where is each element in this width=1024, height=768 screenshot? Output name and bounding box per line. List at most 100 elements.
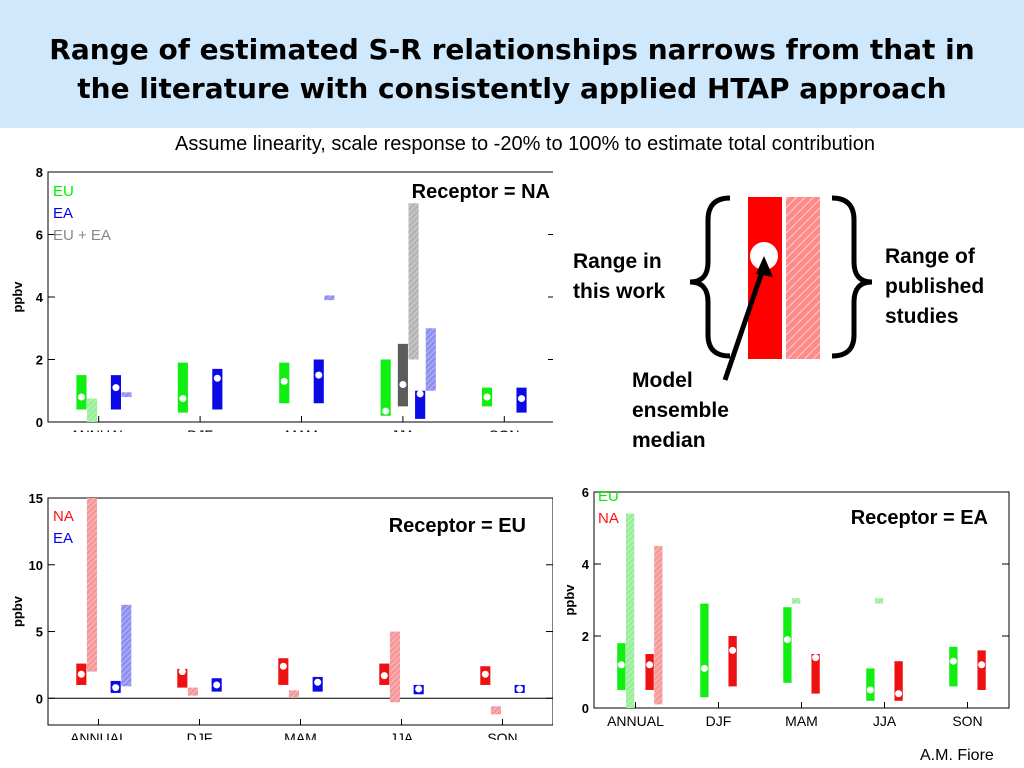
median-point	[399, 381, 407, 388]
x-tick-label: DJF	[187, 730, 213, 740]
model-ensemble-median-label: Model ensemble median	[632, 369, 729, 452]
this-work-range-bar	[278, 658, 289, 685]
x-tick-label: SON	[489, 427, 519, 432]
this-work-range-bar	[110, 375, 122, 410]
legend-entry: NA	[53, 508, 74, 525]
median-point	[279, 662, 287, 670]
x-tick-label: JJA	[390, 730, 414, 740]
median-point	[178, 668, 186, 676]
this-work-range-bar	[177, 362, 188, 413]
median-point	[315, 371, 323, 379]
median-point	[518, 395, 526, 403]
median-point	[213, 374, 221, 382]
this-work-range-bar	[977, 650, 986, 690]
published-range-bar	[187, 687, 198, 696]
median-point	[415, 685, 423, 693]
this-work-range-bar	[177, 668, 188, 688]
median-point	[783, 636, 791, 644]
published-range-bar	[791, 598, 801, 604]
median-point	[516, 685, 524, 693]
y-tick-label: 10	[29, 558, 43, 573]
median-point	[112, 384, 120, 392]
right-brace	[831, 195, 873, 359]
this-work-range-bar	[728, 636, 737, 687]
author-credit: A.M. Fiore	[920, 747, 994, 764]
y-axis-label: ppbv	[10, 281, 25, 313]
this-work-range-bar	[380, 359, 391, 416]
label-line: median	[632, 429, 706, 452]
x-tick-label: DJF	[706, 713, 732, 729]
y-tick-label: 4	[36, 290, 44, 305]
label-line: this work	[573, 280, 666, 303]
label-line: studies	[885, 305, 959, 328]
published-range-bar	[389, 631, 400, 703]
label-line: Model	[632, 369, 693, 392]
plot-frame	[47, 171, 553, 423]
median-point	[382, 407, 390, 415]
published-range-bar	[121, 392, 132, 397]
range-in-this-work-label: Range in this work	[573, 250, 666, 303]
published-range-bar	[86, 498, 97, 672]
chart-receptor-eu: 0 5 10 15 ppbv ANNUAL DJF MAM JJA SON NA EA Receptor…	[10, 491, 553, 740]
this-work-range-bar	[397, 343, 408, 407]
y-tick-label: 5	[36, 625, 43, 640]
x-tick-label: SON	[487, 730, 517, 740]
published-range-bar	[425, 328, 436, 391]
y-tick-label: 0	[36, 415, 43, 430]
label-line: ensemble	[632, 399, 729, 422]
this-work-range-bar	[894, 661, 903, 701]
median-point	[380, 672, 388, 680]
slide-subtitle: Assume linearity, scale response to -20%…	[175, 133, 875, 155]
x-tick-label: MAM	[285, 427, 318, 432]
published-range-bar	[121, 604, 132, 687]
chart-receptor-na: 0 2 4 6 8 ppbv ANNUAL DJF MAM JJA SON EU EA EU + EA Re…	[10, 165, 553, 432]
chart-title: Receptor = EA	[851, 507, 988, 529]
x-tick-label: MAM	[284, 730, 317, 740]
published-range-bar	[786, 197, 820, 359]
legend-entry: EU + EA	[53, 227, 111, 244]
label-line: Range in	[573, 250, 662, 273]
median-point	[866, 686, 874, 694]
this-work-range-bar	[645, 654, 654, 690]
chart-receptor-ea: 0 2 4 6 ppbv ANNUAL DJF MAM JJA SON EU NA Receptor =…	[562, 485, 1010, 729]
published-range-bar	[490, 706, 501, 715]
y-tick-label: 6	[36, 228, 43, 243]
published-range-bar	[654, 546, 663, 705]
x-tick-label: MAM	[785, 713, 818, 729]
median-point	[179, 395, 187, 403]
median-point	[77, 670, 85, 678]
y-tick-label: 4	[582, 557, 590, 572]
median-point	[646, 661, 654, 669]
y-axis-label: ppbv	[10, 595, 25, 627]
published-range-bar	[625, 513, 635, 708]
x-tick-label: JJA	[391, 427, 415, 432]
median-point	[895, 690, 903, 698]
median-point	[213, 681, 221, 689]
median-point	[729, 646, 737, 654]
published-range-bar	[874, 598, 884, 604]
legend-entry: EA	[53, 530, 73, 547]
slide-title: Range of estimated S-R relationships nar…	[49, 33, 975, 105]
y-axis-label: ppbv	[562, 584, 577, 616]
median-arrow-head	[756, 256, 773, 277]
median-point	[978, 661, 986, 669]
published-range-bar	[288, 690, 299, 697]
median-point	[481, 670, 489, 678]
x-tick-label: ANNUAL	[607, 713, 664, 729]
this-work-range-bar	[866, 668, 875, 701]
range-of-published-label: Range of published studies	[885, 245, 984, 328]
chart-title: Receptor = NA	[412, 181, 550, 203]
label-line: Range of	[885, 245, 976, 268]
range-legend-diagram: Range in this work Range of published studi…	[573, 195, 984, 452]
this-work-range-bar	[212, 368, 223, 410]
median-point	[949, 657, 957, 665]
y-tick-label: 0	[36, 691, 43, 706]
published-range-bar	[324, 295, 335, 301]
x-tick-label: DJF	[187, 427, 213, 432]
x-tick-label: JJA	[873, 713, 897, 729]
median-point	[280, 377, 288, 385]
legend-entry: NA	[598, 510, 619, 527]
published-range-bar	[408, 203, 419, 360]
x-tick-label: SON	[952, 713, 982, 729]
left-brace	[689, 195, 731, 359]
